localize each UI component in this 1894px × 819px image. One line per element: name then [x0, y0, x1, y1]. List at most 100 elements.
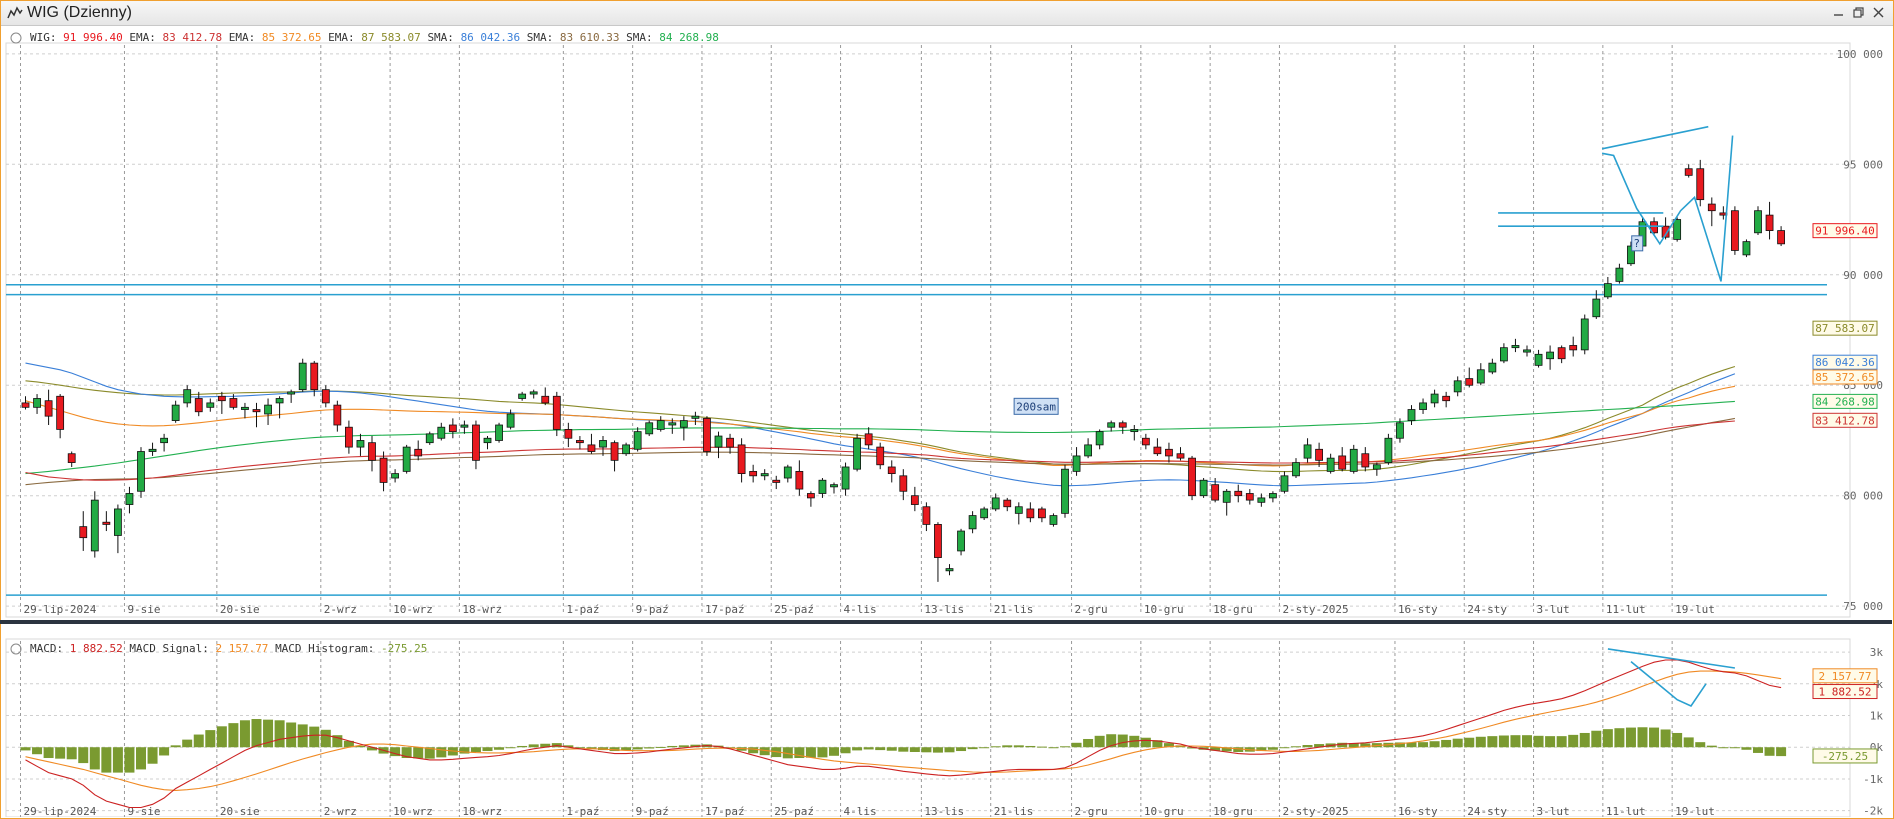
histogram-bar [1718, 747, 1729, 749]
x-tick-label: 11-lut [1606, 603, 1646, 616]
histogram-bar [748, 747, 759, 754]
histogram-bar [863, 747, 874, 750]
histogram-bar [563, 745, 574, 748]
candle [1661, 217, 1670, 240]
candle-body [1372, 464, 1381, 470]
candle-body [1546, 351, 1554, 360]
histogram-bar [1048, 747, 1059, 749]
candle-body [137, 451, 145, 492]
candle-body [1430, 393, 1439, 404]
y-tick-label: 100 000 [1837, 48, 1883, 61]
candle [1603, 276, 1612, 300]
histogram-bar [159, 747, 170, 756]
histogram-bar [286, 722, 297, 748]
price-tag-box [1812, 393, 1878, 409]
macd-x-tick-label: 4-lis [844, 805, 877, 817]
annotation-200sam: 200sam [1016, 400, 1056, 413]
candle [645, 420, 654, 437]
candle-body [206, 402, 215, 408]
macd-tick-label: 1k [1870, 710, 1884, 723]
candle [1095, 429, 1104, 450]
candle [1627, 241, 1635, 266]
candle [1396, 418, 1404, 443]
histogram-bar [182, 739, 193, 748]
candle [1222, 489, 1231, 516]
legend-key: WIG: [30, 31, 63, 44]
candle-body [1061, 468, 1069, 514]
histogram-bar [1071, 742, 1082, 748]
macd-x-tick-label: 21-lis [994, 805, 1034, 817]
histogram-bar [1002, 745, 1013, 748]
candle-body [1396, 422, 1404, 439]
histogram-bar [1498, 735, 1509, 748]
candle-body [275, 398, 284, 404]
candle [1326, 453, 1335, 474]
histogram-bar [667, 745, 678, 748]
candle-body [564, 429, 573, 439]
price-tag-label: 87 583.07 [1815, 322, 1875, 335]
candle [772, 475, 781, 490]
legend-value: 91 996.40 [63, 31, 129, 44]
candle-body [1280, 475, 1289, 492]
candle-body [1292, 462, 1300, 477]
histogram-bar [1152, 740, 1163, 748]
candle-body [1049, 515, 1058, 525]
legend-value: -275.25 [381, 642, 427, 655]
chart-icon [7, 6, 23, 19]
candle-body [980, 508, 989, 519]
macd-x-tick-label: 25-paź [774, 805, 814, 817]
candle-body [333, 404, 342, 426]
x-tick-label: 10-wrz [393, 603, 433, 616]
candle-body [807, 493, 815, 499]
macd-x-tick-label: 2-sty-2025 [1282, 805, 1348, 817]
candle [564, 422, 573, 448]
candle-body [656, 420, 665, 430]
price-tag-box [1812, 223, 1878, 239]
candle-body [1211, 484, 1220, 501]
histogram-bar [1013, 745, 1024, 748]
candle [991, 493, 1000, 512]
legend-key: SMA: [527, 31, 560, 44]
candle [1292, 458, 1300, 479]
histogram-bar [274, 720, 285, 748]
candle [1500, 343, 1508, 364]
candle [910, 486, 919, 512]
candle-body [437, 426, 446, 439]
ema-2-line [25, 385, 1736, 467]
candle [945, 564, 954, 576]
legend-value: 83 610.33 [560, 31, 626, 44]
candle-body [876, 446, 885, 466]
candle [1523, 345, 1531, 357]
x-tick-label: 17-paź [705, 603, 745, 616]
candle [1557, 345, 1566, 364]
histogram-bar [1452, 738, 1463, 748]
histogram-bar [216, 726, 227, 748]
histogram-bar [1614, 728, 1625, 748]
histogram-bar [239, 720, 250, 748]
candle [1315, 442, 1323, 467]
annotation-box-200sam [1013, 397, 1059, 415]
candle [807, 491, 815, 507]
restore-icon[interactable] [1851, 5, 1865, 19]
histogram-bar [309, 726, 320, 748]
candle [1534, 349, 1543, 368]
macd-trend-line [1607, 648, 1736, 669]
histogram-bar [147, 747, 158, 764]
x-tick-label: 2-gru [1075, 603, 1108, 616]
histogram-bar [1441, 739, 1452, 748]
legend-key: SMA: [626, 31, 659, 44]
candle-body [1488, 362, 1497, 373]
candle-body [1627, 245, 1635, 265]
candle-body [783, 466, 792, 479]
histogram-bar [55, 747, 66, 759]
histogram-bar [170, 745, 181, 748]
candle-body [1661, 225, 1670, 238]
histogram-bar [112, 747, 123, 773]
close-icon[interactable] [1871, 5, 1885, 19]
annotation-question: ? [1633, 237, 1640, 250]
histogram-bar [1695, 742, 1706, 748]
candle-body [44, 400, 53, 417]
minimize-icon[interactable] [1831, 5, 1845, 19]
macd-x-tick-label: 19-lut [1675, 805, 1715, 817]
